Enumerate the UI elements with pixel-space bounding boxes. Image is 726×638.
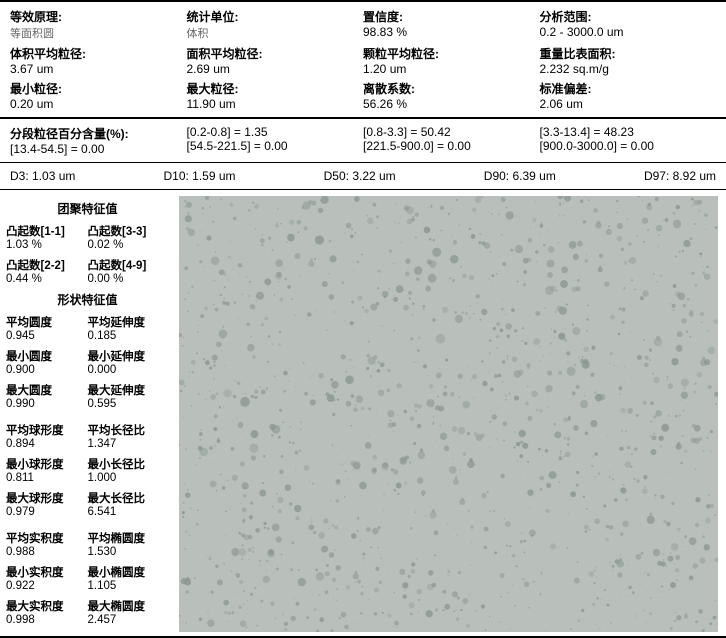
- min-solid-label: 最小实积度: [6, 564, 88, 580]
- max-size-label: 最大粒径:: [187, 80, 356, 97]
- max-size-value: 11.90 um: [187, 97, 356, 111]
- particle-mean-value: 1.20 um: [363, 62, 532, 76]
- bump33-label: 凸起数[3-3]: [88, 223, 170, 239]
- seg-2a: [0.2-0.8] = 1.35: [187, 125, 356, 139]
- min-spher-value: 0.811: [6, 472, 88, 484]
- max-circ-label: 最大圆度: [6, 382, 88, 398]
- min-elong-label: 最小延伸度: [88, 348, 170, 364]
- seg-2b: [54.5-221.5] = 0.00: [187, 139, 356, 153]
- avg-solid-label: 平均实积度: [6, 530, 88, 546]
- stat-unit-label: 统计单位:: [187, 8, 356, 25]
- agg-title: 团聚特征值: [6, 200, 169, 217]
- area-mean-label: 面积平均粒径:: [187, 45, 356, 62]
- seg-3a: [0.8-3.3] = 50.42: [363, 125, 532, 139]
- avg-circ-value: 0.945: [6, 330, 88, 342]
- vol-mean-value: 3.67 um: [10, 62, 179, 76]
- area-mean-value: 2.69 um: [187, 62, 356, 76]
- max-spher-label: 最大球形度: [6, 490, 88, 506]
- d97-value: D97: 8.92 um: [644, 169, 716, 183]
- bump22-label: 凸起数[2-2]: [6, 257, 88, 273]
- max-spher-value: 0.979: [6, 506, 88, 518]
- ssa-value: 2.232 sq.m/g: [540, 62, 709, 76]
- summary-grid: 等效原理: 等面积圆 统计单位: 体积 置信度: 98.83 % 分析范围: 0…: [0, 0, 726, 118]
- cv-label: 离散系数:: [363, 80, 532, 97]
- min-ar-value: 1.000: [88, 472, 170, 484]
- cv-value: 56.26 %: [363, 97, 532, 111]
- max-ar-value: 6.541: [88, 506, 170, 518]
- range-label: 分析范围:: [540, 8, 709, 25]
- confidence-label: 置信度:: [363, 8, 532, 25]
- bump49-label: 凸起数[4-9]: [88, 257, 170, 273]
- avg-ar-value: 1.347: [88, 438, 170, 450]
- ssa-label: 重量比表面积:: [540, 45, 709, 62]
- avg-ellip-value: 1.530: [88, 546, 170, 558]
- avg-ar-label: 平均长径比: [88, 422, 170, 438]
- max-elong-label: 最大延伸度: [88, 382, 170, 398]
- left-stats: 团聚特征值 凸起数[1-1]1.03 % 凸起数[3-3]0.02 % 凸起数[…: [0, 196, 175, 632]
- max-ellip-label: 最大椭圆度: [88, 598, 170, 614]
- eq-principle-value: 等面积圆: [10, 25, 179, 41]
- min-spher-label: 最小球形度: [6, 456, 88, 472]
- stat-unit-value: 体积: [187, 25, 356, 41]
- max-ar-label: 最大长径比: [88, 490, 170, 506]
- seg-3b: [221.5-900.0] = 0.00: [363, 139, 532, 153]
- std-label: 标准偏差:: [540, 80, 709, 97]
- min-circ-label: 最小圆度: [6, 348, 88, 364]
- min-circ-value: 0.900: [6, 364, 88, 376]
- min-solid-value: 0.922: [6, 580, 88, 592]
- seg-1b: [13.4-54.5] = 0.00: [10, 142, 179, 156]
- d90-value: D90: 6.39 um: [484, 169, 556, 183]
- avg-solid-value: 0.988: [6, 546, 88, 558]
- avg-elong-label: 平均延伸度: [88, 314, 170, 330]
- seg-4b: [900.0-3000.0] = 0.00: [540, 139, 709, 153]
- bump49-value: 0.00 %: [88, 273, 170, 285]
- avg-spher-value: 0.894: [6, 438, 88, 450]
- seg-4a: [3.3-13.4] = 48.23: [540, 125, 709, 139]
- max-circ-value: 0.990: [6, 398, 88, 410]
- bump33-value: 0.02 %: [88, 239, 170, 251]
- min-elong-value: 0.000: [88, 364, 170, 376]
- segment-grid: 分段粒径百分含量(%): [13.4-54.5] = 0.00 [0.2-0.8…: [0, 118, 726, 163]
- confidence-value: 98.83 %: [363, 25, 532, 39]
- min-size-label: 最小粒径:: [10, 80, 179, 97]
- avg-spher-label: 平均球形度: [6, 422, 88, 438]
- micrograph-image: [179, 196, 718, 632]
- particle-mean-label: 颗粒平均粒径:: [363, 45, 532, 62]
- std-value: 2.06 um: [540, 97, 709, 111]
- max-elong-value: 0.595: [88, 398, 170, 410]
- bump11-label: 凸起数[1-1]: [6, 223, 88, 239]
- bump11-value: 1.03 %: [6, 239, 88, 251]
- d10-value: D10: 1.59 um: [163, 169, 235, 183]
- d50-value: D50: 3.22 um: [324, 169, 396, 183]
- avg-ellip-label: 平均椭圆度: [88, 530, 170, 546]
- min-ellip-value: 1.105: [88, 580, 170, 592]
- d-values-row: D3: 1.03 um D10: 1.59 um D50: 3.22 um D9…: [0, 163, 726, 190]
- range-value: 0.2 - 3000.0 um: [540, 25, 709, 39]
- max-solid-value: 0.998: [6, 614, 88, 626]
- max-solid-label: 最大实积度: [6, 598, 88, 614]
- min-ellip-label: 最小椭圆度: [88, 564, 170, 580]
- min-ar-label: 最小长径比: [88, 456, 170, 472]
- avg-circ-label: 平均圆度: [6, 314, 88, 330]
- eq-principle-label: 等效原理:: [10, 8, 179, 25]
- bump22-value: 0.44 %: [6, 273, 88, 285]
- shape-title: 形状特征值: [6, 291, 169, 308]
- segment-title: 分段粒径百分含量(%):: [10, 125, 179, 142]
- d3-value: D3: 1.03 um: [10, 169, 75, 183]
- min-size-value: 0.20 um: [10, 97, 179, 111]
- avg-elong-value: 0.185: [88, 330, 170, 342]
- detail-section: 团聚特征值 凸起数[1-1]1.03 % 凸起数[3-3]0.02 % 凸起数[…: [0, 190, 726, 638]
- vol-mean-label: 体积平均粒径:: [10, 45, 179, 62]
- max-ellip-value: 2.457: [88, 614, 170, 626]
